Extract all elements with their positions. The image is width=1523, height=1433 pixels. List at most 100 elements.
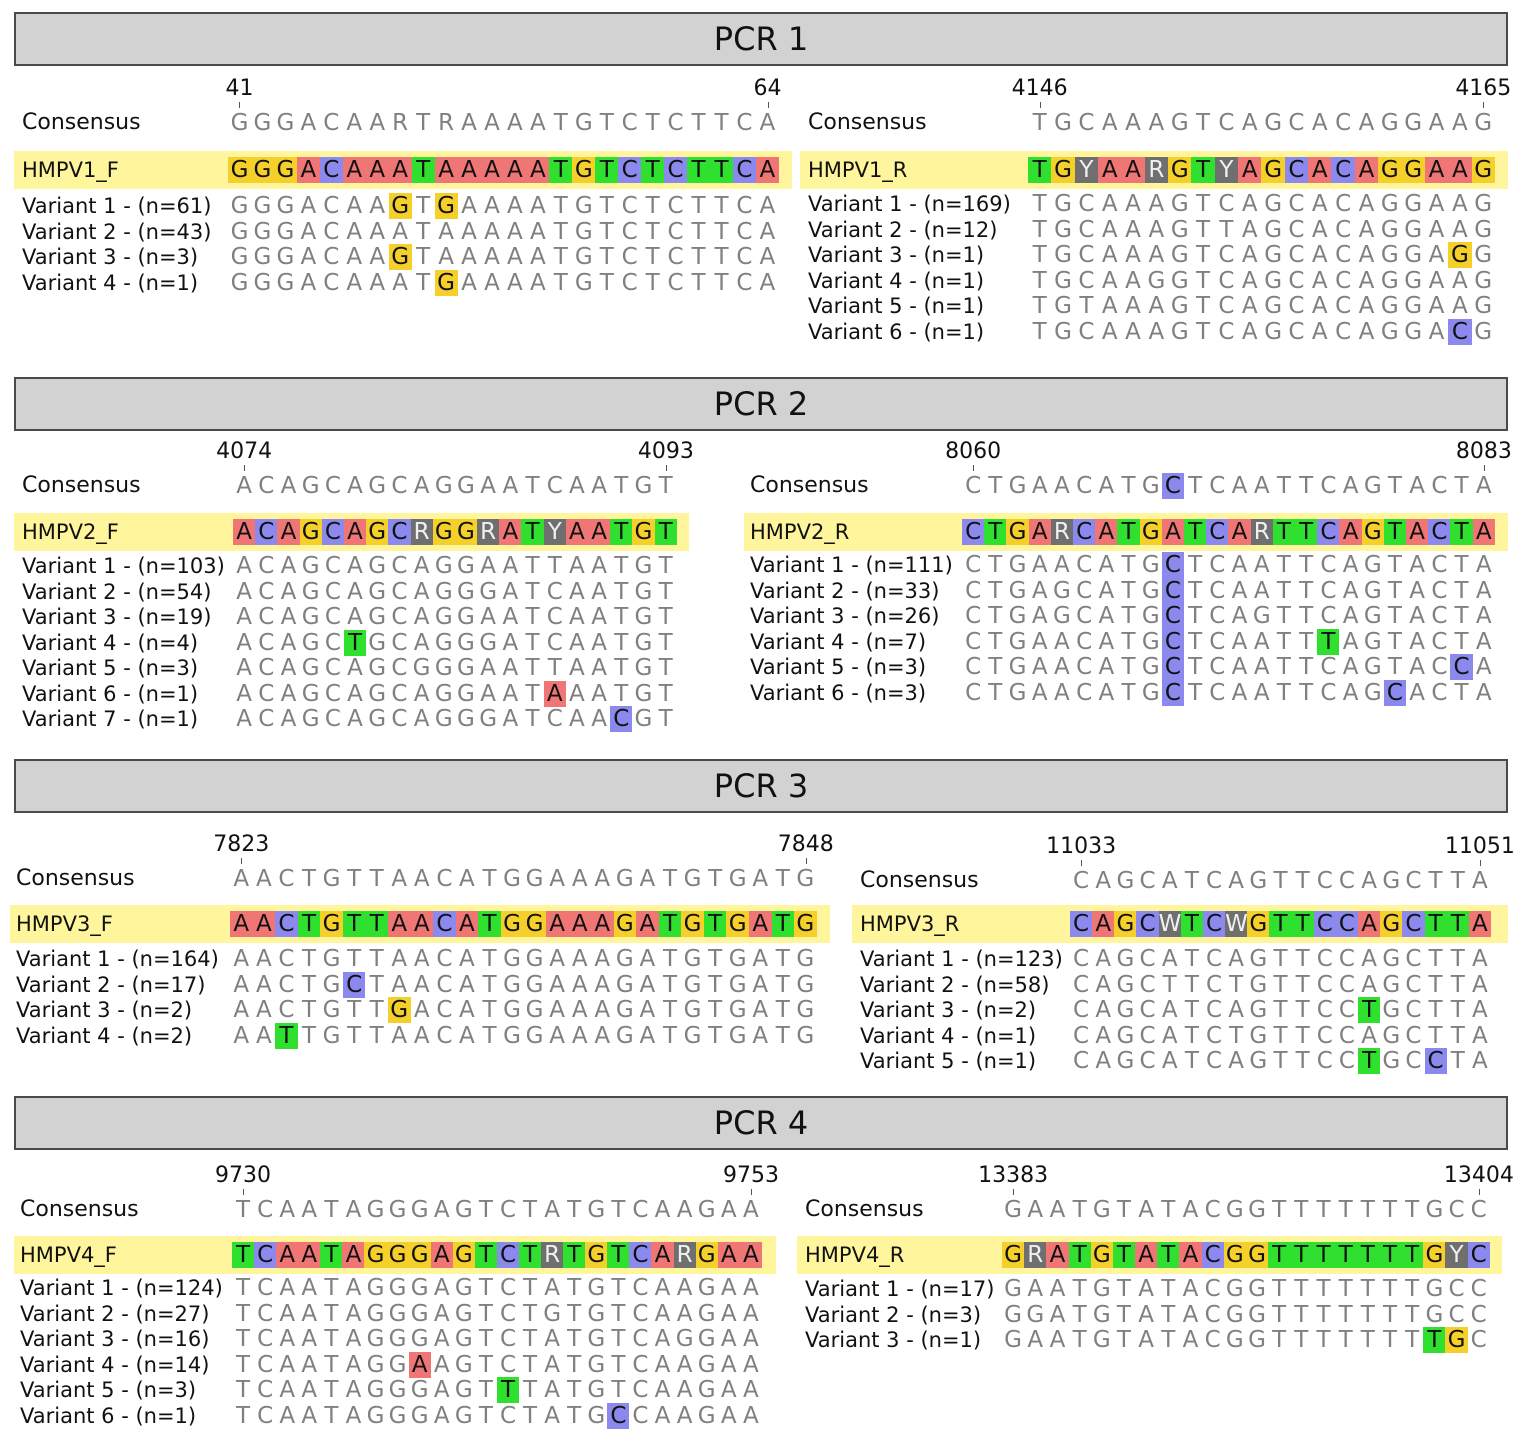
nucleotide: T: [236, 1351, 251, 1378]
nucleotide: T: [1272, 1276, 1287, 1302]
nucleotide: G: [457, 473, 475, 499]
nucleotide: C: [1338, 868, 1355, 894]
nucleotide: A: [459, 866, 475, 892]
nucleotide: G: [615, 866, 634, 892]
nucleotide: G: [615, 946, 634, 972]
nucleotide: G: [1248, 1301, 1266, 1328]
nucleotide: G: [230, 193, 249, 219]
nucleotide: T: [1295, 519, 1318, 545]
nucleotide: T: [1428, 1022, 1443, 1049]
nucleotide: A: [296, 157, 320, 183]
nucleotide: G: [301, 706, 320, 732]
nucleotide: C: [391, 680, 408, 707]
nucleotide: A: [1358, 216, 1375, 243]
nucleotide: T: [595, 157, 619, 183]
nucleotide: T: [478, 911, 501, 937]
nucleotide: T: [708, 1022, 723, 1049]
nucleotide: G: [525, 997, 544, 1023]
nucleotide: A: [1475, 473, 1492, 499]
nucleotide: Y: [543, 519, 566, 545]
nucleotide: A: [591, 706, 607, 732]
nucleotide: C: [499, 1300, 516, 1327]
nucleotide: G: [697, 1326, 716, 1352]
nucleotide: G: [1249, 1048, 1268, 1074]
nucleotide: A: [346, 110, 363, 136]
position-tick: [1013, 1189, 1015, 1195]
nucleotide: G: [434, 193, 458, 219]
nucleotide: G: [587, 1197, 606, 1223]
nucleotide: A: [1098, 654, 1115, 680]
nucleotide: G: [1116, 946, 1135, 972]
nucleotide: C: [324, 655, 341, 681]
nucleotide: T: [496, 1377, 520, 1403]
position-tick: [244, 465, 246, 471]
nucleotide: T: [691, 193, 706, 219]
nucleotide: G: [434, 655, 453, 681]
nucleotide: G: [410, 1197, 429, 1223]
nucleotide: T: [1079, 293, 1094, 319]
variant-label: Variant 4 - (n=2): [16, 1023, 193, 1048]
nucleotide: A: [739, 1242, 762, 1268]
nucleotide: T: [1294, 1301, 1309, 1328]
nucleotide: T: [1032, 318, 1047, 345]
nucleotide: A: [1161, 868, 1178, 894]
nucleotide: C: [1424, 1048, 1447, 1074]
nucleotide: T: [1405, 1276, 1420, 1302]
nucleotide: T: [523, 1402, 538, 1429]
nucleotide: T: [1299, 679, 1314, 706]
nucleotide: T: [1229, 1022, 1244, 1049]
nucleotide: C: [965, 603, 982, 629]
nucleotide: A: [676, 1197, 693, 1223]
nucleotide: A: [236, 553, 252, 579]
nucleotide: A: [752, 946, 769, 972]
nucleotide: A: [1472, 946, 1488, 972]
nucleotide: A: [569, 706, 585, 732]
nucleotide: A: [1095, 519, 1118, 545]
nucleotide: G: [388, 244, 412, 270]
nucleotide: C: [391, 629, 408, 656]
nucleotide: A: [1451, 110, 1468, 136]
nucleotide: G: [585, 1242, 608, 1268]
nucleotide: G: [1363, 679, 1382, 706]
nucleotide: T: [1454, 603, 1469, 629]
nucleotide: G: [388, 1402, 407, 1429]
nucleotide: A: [484, 193, 500, 219]
nucleotide: G: [410, 1326, 429, 1352]
nucleotide: T: [1229, 971, 1244, 998]
nucleotide: G: [1004, 1276, 1022, 1302]
nucleotide: T: [1068, 1242, 1091, 1268]
nucleotide: A: [236, 655, 252, 681]
nucleotide: C: [1201, 1242, 1224, 1268]
nucleotide: A: [298, 1242, 321, 1268]
nucleotide: G: [683, 1022, 702, 1049]
nucleotide: T: [1116, 1276, 1131, 1302]
nucleotide: G: [386, 1242, 409, 1268]
nucleotide: G: [368, 680, 387, 707]
nucleotide: C: [1218, 267, 1235, 294]
nucleotide: C: [1448, 1301, 1465, 1328]
nucleotide: A: [1354, 157, 1379, 183]
nucleotide: A: [1253, 679, 1270, 706]
consensus-label: Consensus: [860, 868, 979, 893]
nucleotide: G: [322, 946, 341, 972]
nucleotide: T: [1450, 1022, 1465, 1049]
nucleotide: G: [454, 519, 478, 545]
nucleotide: T: [567, 1275, 582, 1301]
nucleotide: G: [253, 244, 272, 270]
nucleotide: A: [369, 244, 386, 270]
nucleotide: C: [1288, 110, 1305, 136]
nucleotide: G: [320, 911, 343, 937]
nucleotide: T: [1188, 603, 1203, 629]
nucleotide: A: [676, 1275, 693, 1301]
nucleotide: C: [667, 193, 684, 219]
nucleotide: A: [279, 1300, 296, 1327]
nucleotide: C: [319, 157, 343, 183]
nucleotide: A: [413, 629, 430, 656]
nucleotide: A: [742, 1300, 759, 1327]
primer-name: HMPV3_F: [16, 912, 113, 936]
nucleotide: T: [1295, 946, 1310, 972]
nucleotide: T: [658, 473, 673, 499]
nucleotide: T: [1184, 1048, 1199, 1074]
nucleotide: A: [392, 218, 409, 245]
